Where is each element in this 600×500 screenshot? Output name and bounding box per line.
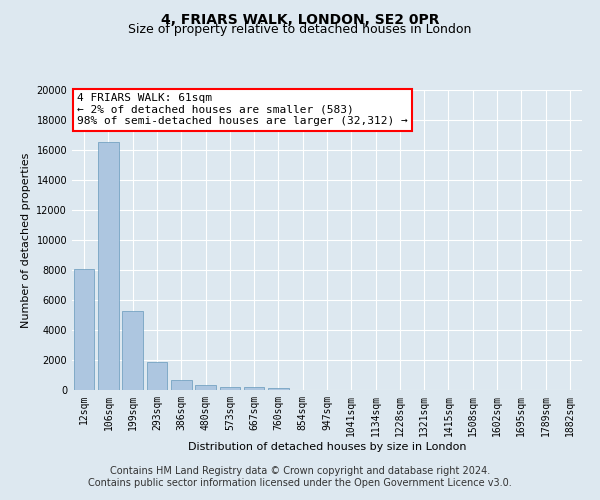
Text: Contains HM Land Registry data © Crown copyright and database right 2024.
Contai: Contains HM Land Registry data © Crown c… (88, 466, 512, 487)
X-axis label: Distribution of detached houses by size in London: Distribution of detached houses by size … (188, 442, 466, 452)
Bar (74, 268, 94, 390)
Bar (98, 142, 119, 390)
Bar (195, 385, 216, 390)
Bar (146, 362, 167, 390)
Y-axis label: Number of detached properties: Number of detached properties (21, 152, 31, 328)
Bar (171, 380, 191, 390)
Text: Size of property relative to detached houses in London: Size of property relative to detached ho… (128, 22, 472, 36)
Bar (122, 310, 143, 390)
Text: 4 FRIARS WALK: 61sqm
← 2% of detached houses are smaller (583)
98% of semi-detac: 4 FRIARS WALK: 61sqm ← 2% of detached ho… (77, 93, 408, 126)
Bar (244, 388, 265, 390)
Text: 4, FRIARS WALK, LONDON, SE2 0PR: 4, FRIARS WALK, LONDON, SE2 0PR (161, 12, 439, 26)
Bar (220, 386, 240, 390)
Bar (268, 388, 289, 390)
